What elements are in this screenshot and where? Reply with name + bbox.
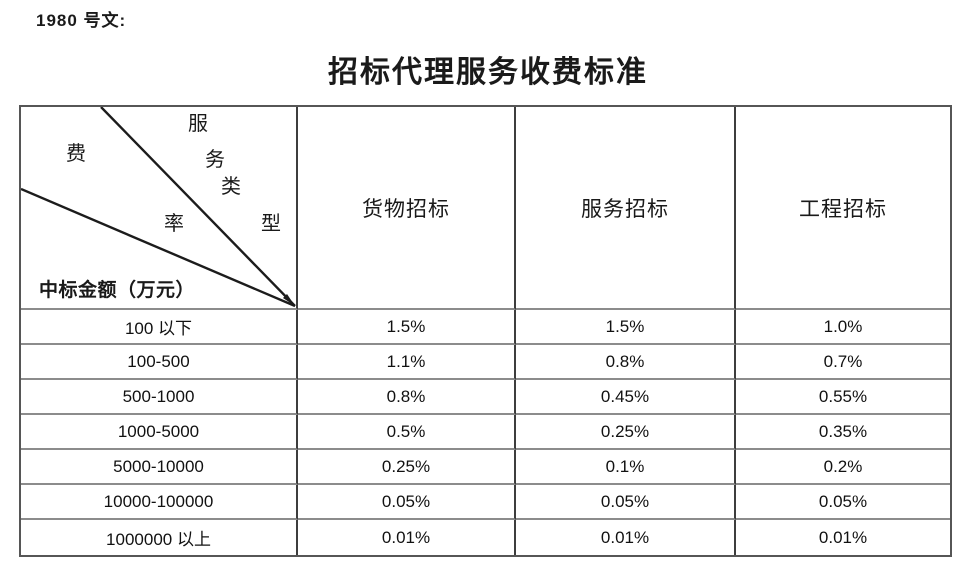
rate-value: 0.35% xyxy=(736,415,950,450)
rate-value: 0.01% xyxy=(516,520,736,555)
rate-value: 0.05% xyxy=(298,485,516,520)
fee-standard-table: 费 率 服 务 类 型 中标金额（万元） 货物招标 服务招标 工程招标 100 … xyxy=(19,105,952,557)
rate-value: 1.0% xyxy=(736,310,950,345)
column-header-service: 服务招标 xyxy=(516,107,736,310)
rate-value: 0.25% xyxy=(298,450,516,485)
rate-value: 0.01% xyxy=(818,527,868,547)
corner-label-fee-char: 费 xyxy=(66,143,86,165)
rate-value: 0.25% xyxy=(516,415,736,450)
rate-value: 0.8% xyxy=(298,380,516,415)
rate-value: 1.5% xyxy=(298,310,516,345)
page-title: 招标代理服务收费标准 xyxy=(328,56,648,89)
rate-value: 0.7% xyxy=(736,345,950,380)
amount-range: 10000-100000 xyxy=(21,485,298,520)
rate-value: 0.8% xyxy=(516,345,736,380)
amount-range: 100 以下 xyxy=(21,310,298,345)
rate-value: 1.5% xyxy=(516,310,736,345)
rate-value: 1.1% xyxy=(298,345,516,380)
rate-value: 0.05% xyxy=(516,485,736,520)
rate-value: 0.5% xyxy=(298,415,516,450)
corner-label-rate-char: 率 xyxy=(164,213,184,235)
rate-value: 0.1% xyxy=(516,450,736,485)
column-header-goods: 货物招标 xyxy=(298,107,516,310)
amount-range: 100-500 xyxy=(21,345,298,380)
rate-value: 0.2% xyxy=(736,450,950,485)
rate-value: 0.05% xyxy=(736,485,950,520)
amount-range: 5000-10000 xyxy=(21,450,298,485)
corner-label-wu-char: 务 xyxy=(205,149,225,171)
amount-axis-label: 中标金额（万元） xyxy=(39,280,196,301)
rate-value: 0.45% xyxy=(516,380,736,415)
corner-label-type-char: 类 xyxy=(221,176,241,198)
table-corner-cell: 费 率 服 务 类 型 中标金额（万元） xyxy=(21,107,298,310)
corner-label-xing-char: 型 xyxy=(261,213,281,235)
corner-label-service-char: 服 xyxy=(188,113,208,135)
amount-range: 500-1000 xyxy=(21,380,298,415)
column-header-works: 工程招标 xyxy=(736,107,950,310)
doc-reference-number: 1980 号文: xyxy=(36,11,127,30)
rate-value: 0.55% xyxy=(736,380,950,415)
diagonal-lines xyxy=(21,107,296,308)
amount-range: 1000000 以上 xyxy=(21,520,298,555)
rate-value: 0.01% xyxy=(298,520,516,555)
amount-range: 1000-5000 xyxy=(21,415,298,450)
